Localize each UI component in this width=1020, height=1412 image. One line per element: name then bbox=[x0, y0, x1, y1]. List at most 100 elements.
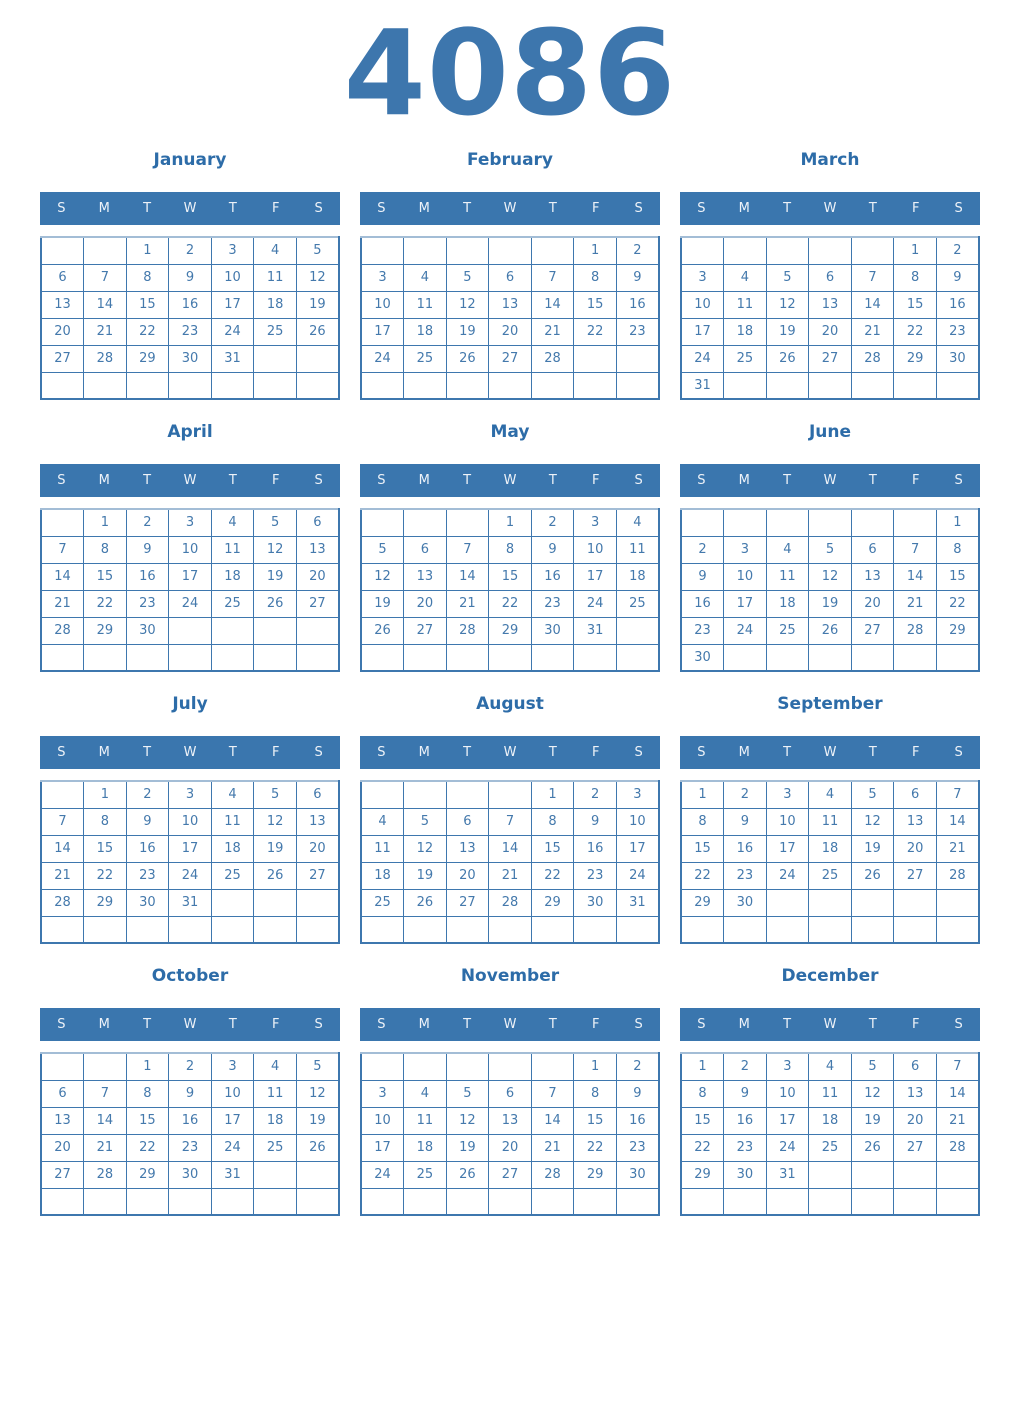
day-cell: 9 bbox=[168, 263, 212, 292]
day-cell: 23 bbox=[615, 1133, 660, 1162]
day-cell: 8 bbox=[680, 1079, 725, 1108]
weekday-label: T bbox=[868, 473, 877, 488]
day-cell: 10 bbox=[360, 1106, 405, 1135]
day-cell: 15 bbox=[935, 562, 980, 591]
day-cell: 14 bbox=[83, 1106, 127, 1135]
week-row bbox=[360, 915, 660, 944]
empty-day-cell bbox=[210, 371, 255, 400]
day-cell: 27 bbox=[850, 616, 895, 645]
month-days-body: 1 2 3 4 5 6 7 8 9 10 11 12 13 14 15 16 17 18 19 20 21 22 23 24 2… bbox=[680, 780, 980, 944]
day-cell: 13 bbox=[808, 290, 852, 319]
week-row: 27 28 29 30 31 bbox=[40, 1160, 340, 1189]
empty-day-cell bbox=[530, 915, 575, 944]
day-cell: 22 bbox=[125, 1133, 170, 1162]
week-row: 28 29 30 bbox=[40, 616, 340, 645]
weekday-label: W bbox=[183, 201, 197, 216]
day-cell: 4 bbox=[210, 508, 255, 537]
day-cell: 22 bbox=[935, 589, 980, 618]
week-row: 14 15 16 17 18 19 20 bbox=[40, 834, 340, 863]
weekday-label: M bbox=[418, 201, 430, 216]
day-cell: 31 bbox=[168, 888, 212, 917]
month-days-table: 1 2 3 4 5 6 7 8 9 10 11 12 13 14 15 16 17 18 19 20 21 22 23 24 2… bbox=[680, 1052, 980, 1216]
day-cell: 15 bbox=[893, 290, 937, 319]
day-cell: 9 bbox=[723, 807, 767, 836]
day-cell: 5 bbox=[445, 263, 490, 292]
day-cell: 28 bbox=[935, 861, 980, 890]
empty-day-cell bbox=[723, 643, 767, 672]
weekday-label: T bbox=[463, 201, 472, 216]
weekday-label: T bbox=[228, 1017, 237, 1032]
empty-day-cell bbox=[765, 915, 810, 944]
day-cell: 22 bbox=[573, 1133, 617, 1162]
day-cell: 3 bbox=[723, 535, 767, 564]
day-cell: 1 bbox=[680, 1052, 725, 1081]
empty-day-cell bbox=[168, 371, 212, 400]
empty-day-cell bbox=[893, 1160, 937, 1189]
day-cell: 4 bbox=[210, 780, 255, 809]
day-cell: 17 bbox=[573, 562, 617, 591]
day-cell: 27 bbox=[488, 1160, 532, 1189]
day-cell: 24 bbox=[360, 1160, 405, 1189]
day-cell: 24 bbox=[360, 344, 405, 373]
weekday-label: F bbox=[271, 745, 280, 760]
day-cell: 17 bbox=[360, 317, 405, 346]
weekday-label: M bbox=[98, 1017, 110, 1032]
day-cell: 20 bbox=[893, 1106, 937, 1135]
day-cell: 23 bbox=[723, 1133, 767, 1162]
day-cell: 6 bbox=[488, 263, 532, 292]
day-cell: 7 bbox=[83, 1079, 127, 1108]
day-cell: 22 bbox=[680, 861, 725, 890]
month-title: November bbox=[460, 966, 560, 986]
day-cell: 24 bbox=[573, 589, 617, 618]
month-days-table: 1 2 3 4 5 6 7 8 9 10 11 12 13 14 15 16 17 18 19 20 21 22 23 24 2… bbox=[360, 236, 660, 400]
day-cell: 28 bbox=[893, 616, 937, 645]
empty-day-cell bbox=[360, 236, 405, 265]
day-cell: 25 bbox=[808, 1133, 852, 1162]
day-cell: 20 bbox=[40, 317, 85, 346]
week-row: 7 8 9 10 11 12 13 bbox=[40, 535, 340, 564]
empty-day-cell bbox=[295, 616, 340, 645]
day-cell: 8 bbox=[573, 1079, 617, 1108]
day-cell: 19 bbox=[808, 589, 852, 618]
empty-day-cell bbox=[360, 371, 405, 400]
month-days-body: 1 2 3 4 5 6 7 8 9 10 11 12 13 14 15 16 17 18 19 20 21 22 23 24 2… bbox=[680, 508, 980, 672]
day-cell: 5 bbox=[850, 1052, 895, 1081]
empty-day-cell bbox=[615, 616, 660, 645]
day-cell: 4 bbox=[360, 807, 405, 836]
week-row: 22 23 24 25 26 27 28 bbox=[680, 1133, 980, 1162]
day-cell: 24 bbox=[210, 317, 255, 346]
empty-day-cell bbox=[210, 616, 255, 645]
empty-day-cell bbox=[893, 643, 937, 672]
weekday-label: S bbox=[377, 473, 386, 488]
month-title: May bbox=[490, 422, 530, 442]
empty-day-cell bbox=[40, 780, 85, 809]
empty-day-cell bbox=[573, 371, 617, 400]
day-cell: 9 bbox=[168, 1079, 212, 1108]
weekday-label: T bbox=[143, 745, 152, 760]
week-row: 13 14 15 16 17 18 19 bbox=[40, 290, 340, 319]
day-cell: 25 bbox=[765, 616, 810, 645]
week-row: 1 bbox=[680, 508, 980, 537]
weekday-label: F bbox=[911, 745, 920, 760]
weekday-label: S bbox=[314, 1017, 323, 1032]
week-row bbox=[360, 1187, 660, 1216]
day-cell: 19 bbox=[765, 317, 810, 346]
day-cell: 15 bbox=[125, 1106, 170, 1135]
day-cell: 22 bbox=[488, 589, 532, 618]
empty-day-cell bbox=[445, 371, 490, 400]
day-cell: 1 bbox=[488, 508, 532, 537]
day-cell: 19 bbox=[403, 861, 447, 890]
empty-day-cell bbox=[445, 236, 490, 265]
day-cell: 13 bbox=[40, 290, 85, 319]
weekday-label: S bbox=[697, 201, 706, 216]
day-cell: 8 bbox=[125, 263, 170, 292]
empty-day-cell bbox=[253, 888, 297, 917]
